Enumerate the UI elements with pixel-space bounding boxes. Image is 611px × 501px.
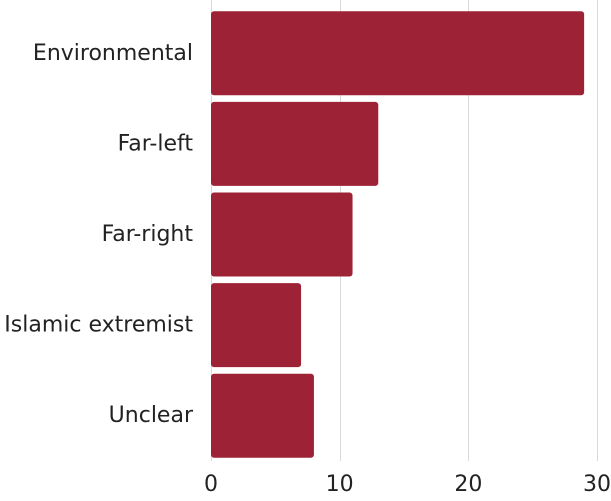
category-label-far-right: Far-right	[102, 222, 194, 247]
bar-far-right	[211, 192, 353, 277]
category-label-environmental: Environmental	[33, 41, 193, 66]
x-tick-label-10: 10	[326, 472, 354, 497]
category-label-unclear: Unclear	[109, 403, 194, 428]
category-label-far-left: Far-left	[118, 131, 194, 156]
category-labels: Environmental Far-left Far-right Islamic ex…	[4, 41, 194, 428]
bar-islamic-extremist	[211, 283, 302, 368]
category-label-islamic-extremist: Islamic extremist	[4, 313, 193, 338]
bar-environmental	[211, 11, 585, 96]
bar-far-left	[211, 101, 379, 186]
x-tick-label-30: 30	[583, 472, 611, 497]
x-tick-label-20: 20	[454, 472, 482, 497]
bar-unclear	[211, 373, 314, 458]
x-axis-tick-labels: 0 10 20 30	[204, 472, 611, 497]
bar-layer	[211, 11, 585, 458]
x-tick-label-0: 0	[204, 472, 218, 497]
